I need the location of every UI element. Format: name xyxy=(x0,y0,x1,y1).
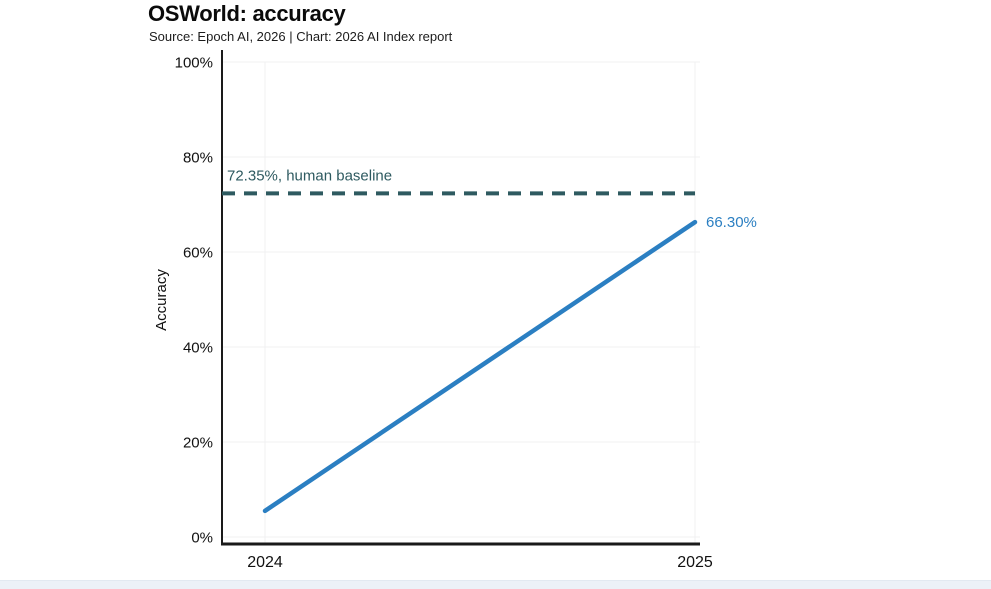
chart-title: OSWorld: accuracy xyxy=(148,1,346,26)
series-end-label: 66.30% xyxy=(706,214,757,231)
human-baseline-label: 72.35%, human baseline xyxy=(227,167,392,184)
series-line xyxy=(262,219,698,514)
y-tick-label: 0% xyxy=(191,530,213,547)
x-tick-label: 2025 xyxy=(677,554,713,571)
y-tick-label: 20% xyxy=(183,435,213,452)
y-tick-label: 40% xyxy=(183,340,213,357)
x-tick-label: 2024 xyxy=(247,554,283,571)
footer-strip xyxy=(0,580,991,589)
y-axis-title: Accuracy xyxy=(153,269,170,331)
chart-subtitle: Source: Epoch AI, 2026 | Chart: 2026 AI … xyxy=(149,29,453,44)
y-tick-label: 60% xyxy=(183,245,213,262)
y-tick-label: 80% xyxy=(183,150,213,167)
y-tick-label: 100% xyxy=(175,55,213,72)
